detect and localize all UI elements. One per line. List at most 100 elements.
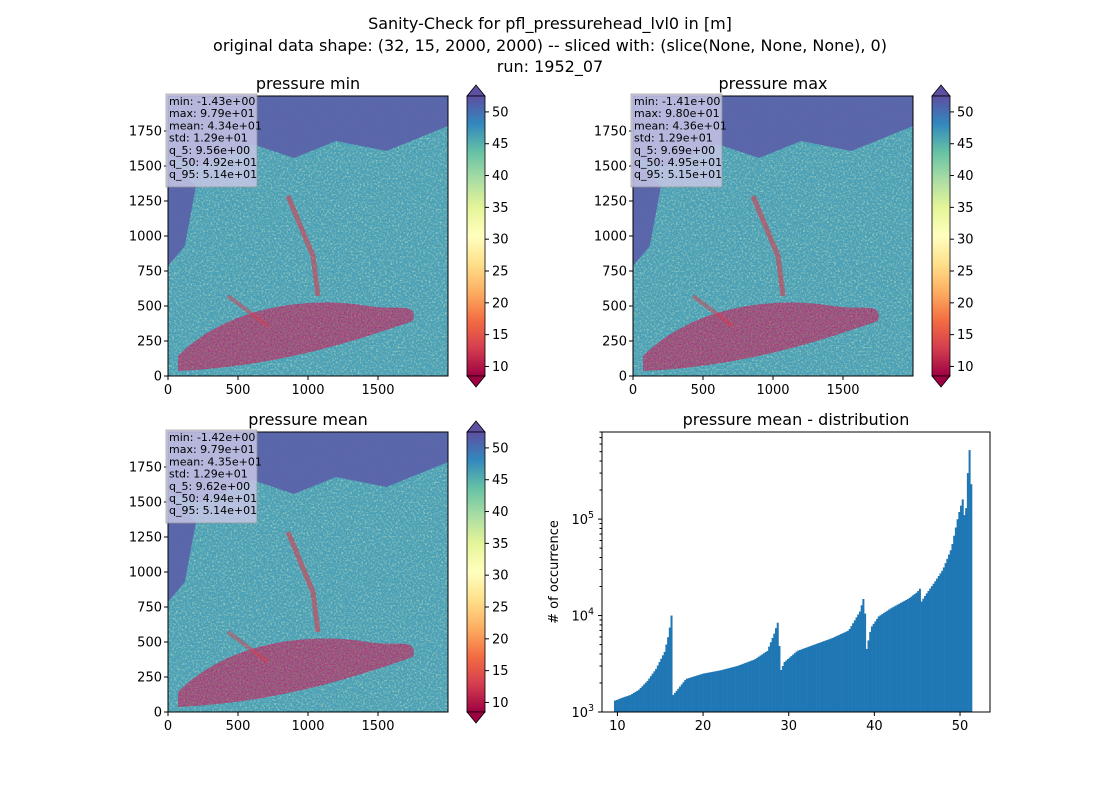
x-tick-label: 1500	[361, 719, 394, 734]
stats-line: q_50: 4.95e+01	[634, 156, 722, 169]
histogram-bar	[757, 656, 760, 712]
y-tick-label: 0	[154, 370, 162, 385]
x-tick-label: 1000	[291, 719, 324, 734]
histogram-bar	[857, 614, 860, 712]
histogram-bar	[809, 646, 812, 712]
histogram-bar	[954, 527, 957, 712]
histogram-bar	[637, 689, 640, 712]
red-river-2	[226, 294, 270, 328]
histogram-bar	[893, 606, 896, 712]
histogram-bar	[937, 576, 940, 712]
stats-line: q_5: 9.56e+00	[169, 144, 250, 157]
colorbar-gradient	[466, 95, 486, 377]
histogram-bar	[821, 641, 824, 712]
histogram-bar	[665, 644, 668, 712]
histogram-bar	[615, 699, 618, 712]
histogram-bar	[804, 648, 807, 712]
histogram-bar	[963, 515, 966, 712]
map-panel-2: pressure max 0 500 1000 1500 0 250 500 750 1000 12…	[594, 74, 974, 398]
histogram-bar	[651, 673, 654, 712]
histogram-bar	[703, 673, 706, 712]
x-tick-label: 10	[609, 719, 626, 734]
stats-line: q_5: 9.69e+00	[634, 144, 715, 157]
histogram-bar	[780, 669, 783, 712]
stats-line: q_95: 5.14e+01	[169, 504, 257, 517]
colorbar: 10 15 20 25 30 35 40 45 50	[931, 84, 974, 388]
stats-box-background	[630, 93, 723, 188]
histogram-bar	[622, 697, 625, 712]
red-river-2	[226, 630, 270, 664]
histogram-bar	[877, 616, 880, 712]
histogram-bar	[752, 659, 755, 712]
histogram-bar	[896, 604, 899, 712]
histogram-bar	[924, 595, 927, 712]
histogram-bar	[631, 693, 634, 712]
histogram-bar	[644, 682, 647, 712]
histogram-bar	[966, 473, 969, 712]
stats-line: max: 9.79e+01	[169, 443, 255, 456]
histogram-bar	[682, 682, 685, 712]
histogram-bar	[800, 649, 803, 712]
histogram-bar	[908, 597, 911, 712]
colorbar-tick-label: 40	[492, 505, 509, 520]
x-tick-label: 40	[866, 719, 883, 734]
stats-line: q_50: 4.94e+01	[169, 492, 257, 505]
red-belt-texture	[178, 302, 414, 371]
stats-line: mean: 4.36e+01	[634, 119, 727, 132]
histogram-bar	[807, 646, 810, 712]
panel-title: pressure min	[256, 74, 360, 93]
stats-box-background	[165, 429, 258, 524]
histogram-bar	[636, 690, 639, 712]
histogram-bar	[658, 662, 661, 712]
histogram-bar	[862, 599, 865, 712]
histogram-bar	[689, 677, 692, 712]
histogram-bar	[629, 695, 632, 712]
colorbar-tick-label: 10	[492, 696, 509, 711]
histogram-bar	[913, 594, 916, 712]
histogram-bar	[771, 637, 774, 712]
histogram-bar	[742, 663, 745, 712]
colorbar-gradient	[931, 95, 951, 377]
histogram-bar	[802, 648, 805, 712]
histogram-bar	[872, 623, 875, 712]
histogram-bar	[838, 634, 841, 712]
histogram-bar	[684, 680, 687, 712]
colorbar-tick-label: 15	[492, 328, 509, 343]
histogram-bar	[718, 670, 721, 712]
y-tick-label: 10	[571, 513, 588, 528]
histogram-bar	[881, 614, 884, 712]
histogram-bar	[812, 644, 815, 712]
histogram-bar	[833, 637, 836, 712]
histogram-bar	[848, 629, 851, 712]
histogram-bar	[915, 592, 918, 712]
stats-line: min: -1.42e+00	[169, 431, 255, 444]
colorbar-tick-label: 50	[492, 105, 509, 120]
y-axis-label: # of occurrence	[547, 520, 562, 624]
histogram-bar	[632, 692, 635, 712]
y-tick-label: 250	[137, 335, 162, 350]
histogram-bar	[798, 649, 802, 712]
y-tick-label: 0	[154, 706, 162, 721]
histogram-bar	[624, 696, 627, 712]
histogram-bar	[687, 678, 690, 712]
histogram-bar	[773, 633, 776, 712]
histogram-bar	[874, 621, 877, 712]
y-tick-label: 1750	[129, 461, 162, 476]
red-river-1	[285, 531, 321, 633]
histogram-bar	[810, 645, 814, 712]
histogram-bar	[936, 578, 939, 712]
y-tick-label: 750	[602, 265, 627, 280]
histogram-bar	[680, 684, 683, 712]
histogram-bar	[732, 667, 735, 712]
x-axis: 0 500 1000 1500	[629, 376, 860, 398]
figure-title-line-1: Sanity-Check for pfl_pressurehead_lvl0 i…	[368, 14, 732, 34]
histogram-bar	[759, 655, 762, 712]
histogram-bar	[708, 672, 711, 712]
histogram-bar	[648, 678, 651, 712]
histogram-bar	[819, 642, 822, 712]
histogram-bar	[766, 650, 769, 712]
figure-title-line-2: original data shape: (32, 15, 2000, 2000…	[213, 36, 887, 55]
histogram-bar	[792, 654, 795, 712]
figure-title-line-3: run: 1952_07	[497, 57, 603, 77]
